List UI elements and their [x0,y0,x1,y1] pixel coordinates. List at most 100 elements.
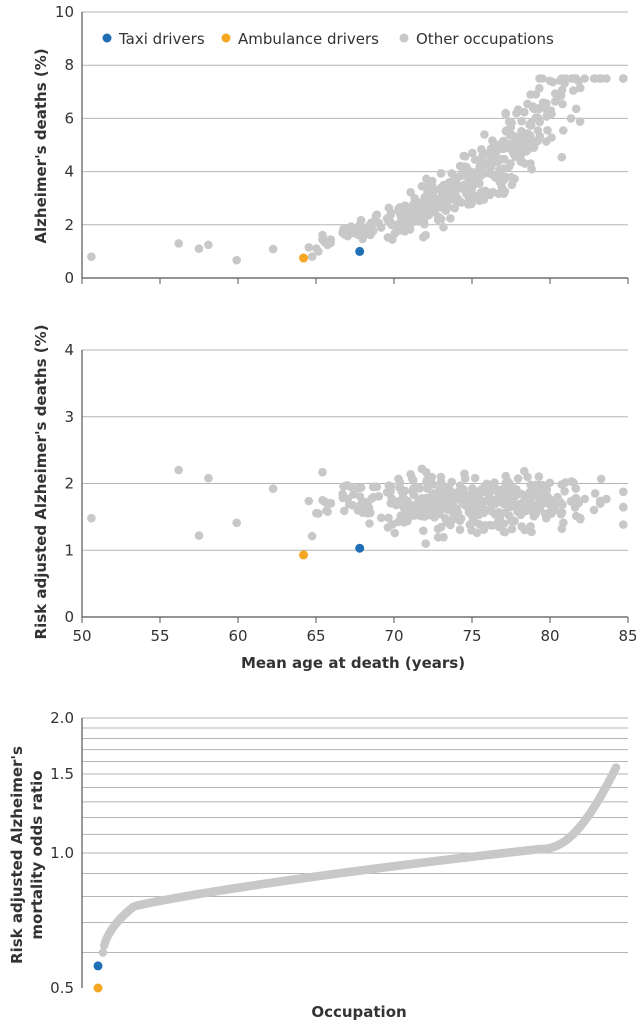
point-other-occupation [512,138,521,148]
point-other-occupation [569,86,578,95]
point-other-occupation [551,89,560,98]
point-other-occupation [374,492,384,501]
point-other-occupation [322,506,331,515]
p1-y-tick-label: 6 [64,109,74,127]
point-other-occupation [346,482,356,492]
point-other-occupation [495,513,505,522]
point-other-occupation [517,157,527,166]
point-other-occupation [320,237,329,247]
point-other-occupation [268,484,278,494]
point-other-occupation [500,527,510,537]
panel2-y-axis-label: Risk adjusted Alzheimer's deaths (%) [32,325,50,640]
p2-x-tick-label: 50 [72,627,91,645]
point-other-occupation [406,209,416,218]
point-other-occupation [87,513,96,523]
point-other-occupation [523,145,533,154]
point-other-occupation [413,509,423,519]
point-other-occupation [421,539,431,548]
point-other-occupation [513,146,522,156]
point-other-occupation [571,104,581,114]
p2-y-tick-label: 1 [64,541,74,559]
panel-alzheimers-deaths: 0 2 4 6 8 10 Alzheimer's deaths (%) [32,3,629,287]
legend-marker-taxi [102,33,112,43]
point-other-occupation [174,239,183,248]
point-other-occupation [547,109,556,119]
point-other-occupation [575,117,585,126]
point-other-occupation [504,117,514,126]
point-other-occupation [460,469,469,479]
point-other-occupation [398,498,407,508]
p1-y-tick-label: 8 [64,56,74,74]
point-other-occupation [428,192,438,201]
point-other-occupation [476,509,486,518]
point-other-occupation [468,148,477,158]
point-other-occupation [570,503,580,512]
point-other-occupation [354,224,363,234]
panel1-gridlines [82,11,628,226]
point-taxi-drivers [93,961,103,971]
point-other-occupation [520,107,529,117]
point-other-occupation [517,116,526,126]
point-other-occupation [354,483,363,493]
point-other-occupation [307,252,317,261]
point-other-occupation [204,240,213,250]
p2-x-tick-label: 70 [384,627,403,645]
point-ambulance-drivers [93,983,103,993]
point-other-occupation [388,235,397,244]
point-other-occupation [517,522,527,531]
panel3-points [93,763,621,993]
point-other-occupation [550,505,560,514]
point-other-occupation [433,524,443,534]
point-other-occupation [468,487,477,496]
point-other-occupation [566,497,576,506]
point-other-occupation [504,162,514,171]
point-other-occupation [420,206,430,216]
point-other-occupation [557,480,566,489]
point-other-occupation [464,196,474,205]
point-other-occupation [488,480,497,489]
p1-y-tick-label: 2 [64,216,74,234]
point-other-occupation [483,486,492,496]
p2-y-tick-label: 4 [64,341,74,359]
p2-x-tick-label: 60 [228,627,247,645]
panel3-y-tick-labels: 0.5 1.0 1.5 2.0 [50,709,74,997]
legend: Taxi drivers Ambulance drivers Other occ… [102,30,554,48]
point-other-occupation [268,244,278,254]
point-other-occupation [413,198,423,207]
point-other-occupation [531,480,541,490]
p2-y-tick-label: 3 [64,408,74,426]
legend-marker-ambulance [221,33,231,43]
point-other-occupation [87,252,96,261]
point-other-occupation [406,188,415,197]
point-other-occupation [437,194,447,204]
point-other-occupation [405,225,415,234]
point-other-occupation [533,501,543,510]
point-other-occupation [376,513,386,523]
point-other-occupation [602,74,611,83]
point-other-occupation [495,144,505,154]
point-other-occupation [355,492,365,501]
point-other-occupation [420,500,430,510]
point-other-occupation [535,117,544,127]
point-other-occupation [495,494,505,503]
point-other-occupation [445,498,455,508]
panel-odds-ratio: 0.5 1.0 1.5 2.0 Risk adjusted Alzheimer's m… [8,709,628,1021]
point-other-occupation [312,508,321,518]
point-other-occupation [376,223,386,232]
point-other-occupation [194,244,204,253]
point-other-occupation [452,512,462,521]
point-other-occupation [360,497,370,507]
panel3-y-axis-label-line2: mortality odds ratio [28,770,46,939]
point-other-occupation [475,196,484,205]
point-other-occupation [619,502,628,512]
point-other-occupation [557,152,567,162]
point-other-occupation [386,210,396,220]
point-other-occupation [384,513,393,523]
point-other-occupation [596,474,606,484]
point-other-occupation [619,520,628,529]
p1-y-tick-label: 0 [64,269,74,287]
point-other-occupation [476,188,486,197]
point-other-occupation [526,498,536,507]
p2-x-tick-label: 80 [540,627,559,645]
